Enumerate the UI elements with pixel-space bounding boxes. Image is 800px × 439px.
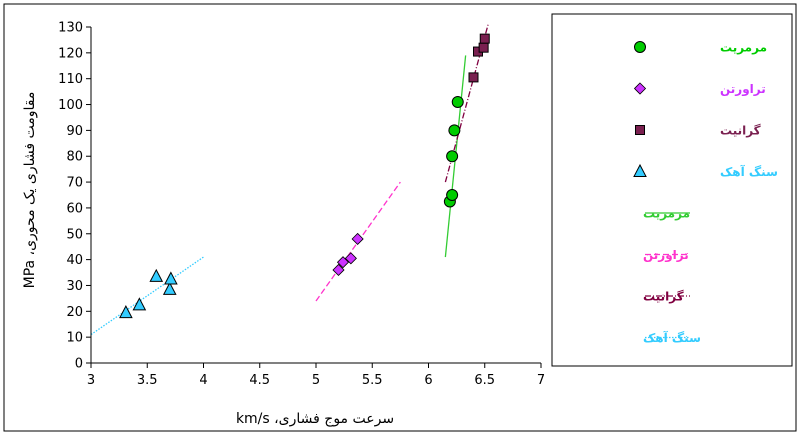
data-point xyxy=(479,33,490,44)
x-tick-label: 6.5 xyxy=(474,373,495,388)
y-tick-label: 100 xyxy=(58,98,83,113)
y-tick-label: 20 xyxy=(66,305,83,320)
data-point xyxy=(344,252,357,265)
data-point xyxy=(448,124,461,137)
data-point xyxy=(446,150,459,163)
x-tick-label: 4 xyxy=(199,373,207,388)
legend-marker xyxy=(635,125,645,135)
legend-box xyxy=(551,13,793,367)
data-point xyxy=(164,271,178,285)
y-tick-label: 30 xyxy=(66,279,83,294)
data-point xyxy=(149,268,164,282)
data-point xyxy=(132,297,147,311)
legend-label: مرمریت xyxy=(643,207,690,221)
x-tick-label: 5.5 xyxy=(362,373,383,388)
data-point xyxy=(446,189,459,201)
legend-label: سنگ آهک xyxy=(720,164,778,179)
legend-marker xyxy=(633,163,647,177)
y-tick-label: 120 xyxy=(58,46,83,61)
data-point xyxy=(468,72,479,83)
y-axis-label: مقاومت فشاری یک محوری، MPa xyxy=(22,92,38,289)
data-point xyxy=(119,305,133,319)
legend-marker xyxy=(633,82,647,95)
data-point xyxy=(162,281,177,295)
x-axis-label: سرعت موج فشاری، km/s xyxy=(236,411,394,427)
y-tick-label: 0 xyxy=(75,357,83,372)
legend-label: تراورتن xyxy=(720,82,766,97)
y-tick-label: 90 xyxy=(66,124,83,139)
axes-layer: 3 3.5 4 4.5 5 5.5 6 6.5 701020304050607080901001… xyxy=(58,21,545,389)
data-point xyxy=(332,263,345,277)
legend-label: مرمریت xyxy=(720,41,767,55)
legend-label: تراورتن xyxy=(643,248,689,263)
legend-label: گرانیت xyxy=(720,124,761,138)
legend-label: گرانیت xyxy=(643,290,684,304)
y-tick-label: 60 xyxy=(66,201,83,216)
data-point xyxy=(478,42,489,53)
y-tick-label: 70 xyxy=(66,176,83,191)
y-tick-label: 50 xyxy=(66,227,83,242)
y-tick-label: 10 xyxy=(66,331,83,346)
x-tick-label: 7 xyxy=(537,373,545,388)
data-point xyxy=(451,95,464,108)
data-point xyxy=(336,256,350,269)
legend-layer: مرمریت تراورتن گرانیت سنگ آهک مرمریت تراورتن گ… xyxy=(633,41,778,345)
x-tick-label: 6 xyxy=(424,373,432,388)
x-tick-label: 5 xyxy=(312,373,320,388)
data-point xyxy=(351,232,364,246)
plot-layer xyxy=(90,24,490,336)
x-tick-label: 3 xyxy=(87,373,95,388)
y-tick-label: 80 xyxy=(66,150,83,165)
x-tick-label: 3.5 xyxy=(137,373,158,388)
legend-marker xyxy=(634,41,646,53)
y-tick-label: 130 xyxy=(58,21,83,36)
y-tick-label: 110 xyxy=(58,72,83,87)
y-tick-label: 40 xyxy=(66,253,83,268)
legend-label: سنگ آهک xyxy=(643,330,701,345)
x-tick-label: 4.5 xyxy=(249,373,270,388)
